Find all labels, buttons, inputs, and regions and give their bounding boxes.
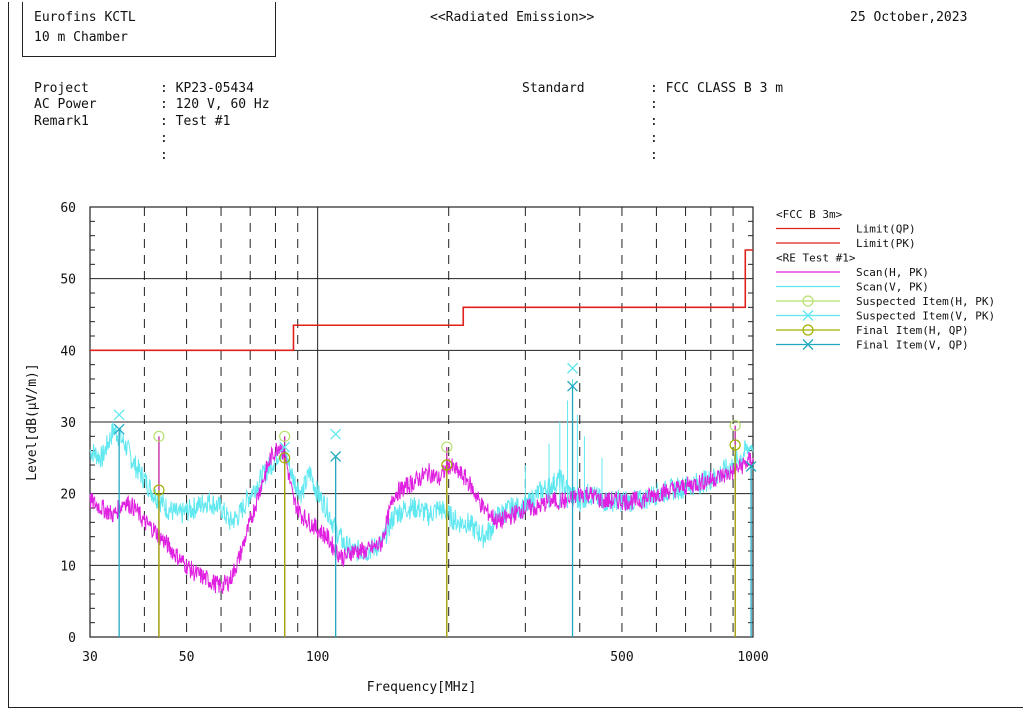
standard-blank-1: : [650, 97, 658, 112]
cross-stroke [745, 460, 757, 472]
y-axis-label: Level[dB(μV/m)] [25, 363, 40, 480]
grid-layer [89, 206, 754, 638]
data-layer [89, 249, 757, 637]
legend-group-title: <RE Test #1> [776, 252, 856, 265]
legend-entry-label: Suspected Item(H, PK) [856, 295, 995, 308]
final-h-marker [279, 452, 291, 464]
legend-circle-marker [802, 324, 814, 336]
standard-blank-2: : [650, 114, 658, 129]
suspected-h-marker [729, 419, 741, 432]
cross-stroke [279, 441, 291, 453]
lab-info-box [22, 2, 276, 57]
suspected-v-marker [279, 441, 291, 453]
report-date: 25 October,2023 [850, 10, 968, 25]
legend-circle-marker [802, 295, 814, 307]
report-title: <<Radiated Emission>> [430, 10, 595, 25]
cross-stroke [567, 362, 578, 374]
x-tick-label: 50 [179, 650, 195, 665]
final-v-marker [567, 380, 578, 392]
project-value: : KP23-05434 [160, 81, 254, 96]
power-label: AC Power [34, 97, 97, 112]
plot-frame [89, 206, 754, 638]
final-v-marker [745, 460, 757, 472]
suspected-h-marker [153, 430, 165, 442]
remark-label: Remark1 [34, 114, 89, 129]
final-h-marker [441, 459, 453, 471]
x-tick-label: 100 [306, 650, 329, 665]
legend-x-marker [802, 339, 814, 350]
x-tick-label: 1000 [737, 650, 768, 665]
blank-row-1: : [160, 131, 168, 146]
cross-stroke [330, 450, 342, 462]
y-tick-label: 30 [60, 416, 76, 431]
y-tick-label: 50 [60, 273, 76, 288]
x-tick-label: 500 [610, 650, 633, 665]
suspected-v-marker [567, 362, 578, 374]
blank-row-2: : [160, 148, 168, 163]
legend-group-title: <FCC B 3m> [776, 208, 843, 221]
suspected-h-marker [441, 441, 453, 453]
scan-h-pk-trace [89, 442, 754, 594]
legend-entry-label: Final Item(H, QP) [856, 324, 969, 337]
legend-entry-label: Final Item(V, QP) [856, 339, 969, 352]
standard-label: Standard [522, 81, 585, 96]
y-tick-label: 20 [60, 488, 76, 503]
limit-qp-line [90, 249, 753, 352]
cross-stroke [113, 409, 125, 421]
cross-stroke [113, 423, 125, 435]
axis-layer: 0 10 20 30 40 50 60 30 50 100 500 1000 Frequency[MHz… [25, 201, 769, 695]
standard-blank-4: : [650, 148, 658, 163]
final-v-marker [113, 423, 125, 435]
legend-entry-label: Scan(V, PK) [856, 281, 929, 294]
y-tick-label: 0 [68, 631, 76, 646]
y-tick-label: 60 [60, 201, 76, 216]
x-axis-label: Frequency[MHz] [367, 680, 477, 695]
y-tick-label: 10 [60, 559, 76, 574]
final-h-marker [729, 439, 741, 451]
power-value: : 120 V, 60 Hz [160, 97, 270, 112]
cross-stroke [330, 428, 342, 440]
legend-entry-label: Limit(QP) [856, 223, 916, 236]
remark-value: : Test #1 [160, 114, 231, 129]
standard-value: : FCC CLASS B 3 m [650, 81, 784, 96]
legend-entry-label: Suspected Item(V, PK) [856, 310, 995, 323]
legend-x-marker [802, 310, 814, 321]
page-border [8, 2, 1023, 708]
legend-layer: <FCC B 3m> Limit(QP)Limit(PK)<RE Test #1>… [776, 208, 995, 352]
chamber-name: 10 m Chamber [34, 30, 128, 45]
legend-entry-label: Scan(H, PK) [856, 266, 929, 279]
x-tick-label: 30 [82, 650, 98, 665]
project-label: Project [34, 81, 89, 96]
lab-name: Eurofins KCTL [34, 10, 136, 25]
final-v-marker [330, 450, 342, 462]
final-h-marker [153, 484, 165, 496]
suspected-v-marker [330, 428, 342, 440]
suspected-v-marker [113, 409, 125, 421]
standard-blank-3: : [650, 131, 658, 146]
legend-entry-label: Limit(PK) [856, 237, 916, 250]
cross-stroke [567, 380, 578, 392]
y-tick-label: 40 [60, 344, 76, 359]
suspected-h-marker [279, 430, 291, 442]
